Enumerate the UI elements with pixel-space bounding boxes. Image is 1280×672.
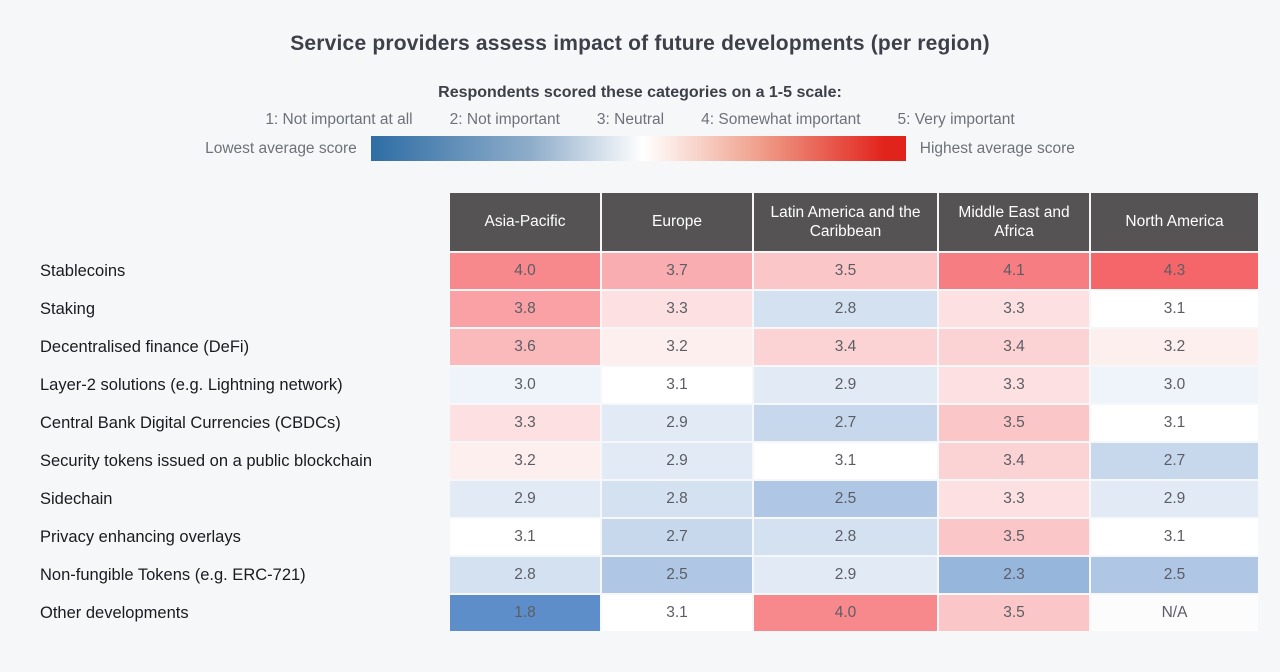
row-label: Sidechain	[40, 489, 113, 508]
column-header: Middle East and Africa	[939, 193, 1089, 251]
heatmap-cell: 4.0	[754, 595, 937, 631]
heatmap-cell: 3.1	[450, 519, 600, 555]
scale-label: 5: Very important	[897, 111, 1015, 128]
heatmap-cell: 3.2	[450, 443, 600, 479]
scale-label: 4: Somewhat important	[701, 111, 861, 128]
heatmap-cell: 3.2	[602, 329, 752, 365]
heatmap-cell: 3.5	[939, 519, 1089, 555]
heatmap-cell: 2.8	[754, 291, 937, 327]
heatmap-cell: 2.8	[754, 519, 937, 555]
heatmap-cell: 4.0	[450, 253, 600, 289]
heatmap-cell: 3.3	[602, 291, 752, 327]
heatmap-cell: 3.3	[450, 405, 600, 441]
heatmap-cell: 4.1	[939, 253, 1089, 289]
row-label: Other developments	[40, 603, 189, 622]
heatmap-cell: 2.7	[754, 405, 937, 441]
heatmap-cell: 3.5	[754, 253, 937, 289]
row-label: Decentralised finance (DeFi)	[40, 337, 250, 356]
row-label: Staking	[40, 299, 96, 318]
heatmap-cell: 2.9	[602, 405, 752, 441]
heatmap-cell: 3.1	[602, 595, 752, 631]
heatmap-cell: 4.3	[1091, 253, 1258, 289]
legend-subtitle: Respondents scored these categories on a…	[438, 84, 842, 101]
heatmap-cell: 2.5	[754, 481, 937, 517]
column-header: Asia-Pacific	[450, 193, 600, 251]
page-title: Service providers assess impact of futur…	[290, 32, 990, 55]
heatmap-cell: 3.5	[939, 595, 1089, 631]
heatmap-cell: 3.1	[602, 367, 752, 403]
heatmap-cell: 1.8	[450, 595, 600, 631]
gradient-legend: Lowest average score Highest average sco…	[0, 136, 1280, 161]
heatmap-cell: 3.0	[1091, 367, 1258, 403]
heatmap-cell: 2.9	[602, 443, 752, 479]
heatmap-cell: 3.1	[1091, 291, 1258, 327]
heatmap-cell: 2.5	[1091, 557, 1258, 593]
heatmap-cell: 3.2	[1091, 329, 1258, 365]
heatmap-cell: 3.4	[939, 329, 1089, 365]
heatmap-cell: 3.4	[939, 443, 1089, 479]
gradient-low-label: Lowest average score	[205, 139, 357, 157]
heatmap-cell: 2.9	[754, 557, 937, 593]
scale-label: 2: Not important	[449, 111, 560, 128]
heatmap-cell: 3.7	[602, 253, 752, 289]
row-label: Privacy enhancing overlays	[40, 527, 241, 546]
heatmap-cell: 3.3	[939, 481, 1089, 517]
heatmap-cell: 2.8	[450, 557, 600, 593]
gradient-high-label: Highest average score	[919, 139, 1075, 157]
column-header: Latin America and the Caribbean	[754, 193, 937, 251]
heatmap-cell: 3.4	[754, 329, 937, 365]
heatmap-cell: 2.5	[602, 557, 752, 593]
scale-label: 3: Neutral	[596, 111, 665, 128]
heatmap-cell: 2.9	[1091, 481, 1258, 517]
row-label: Central Bank Digital Currencies (CBDCs)	[40, 413, 341, 432]
heatmap-cell: 3.1	[754, 443, 937, 479]
column-header: North America	[1091, 193, 1258, 251]
column-header: Europe	[602, 193, 752, 251]
scale-label: 1: Not important at all	[265, 111, 413, 128]
heatmap-cell: 3.6	[450, 329, 600, 365]
row-label: Layer-2 solutions (e.g. Lightning networ…	[40, 375, 343, 394]
heatmap-cell: 2.3	[939, 557, 1089, 593]
row-label: Security tokens issued on a public block…	[40, 451, 373, 470]
heatmap-cell: 2.7	[1091, 443, 1258, 479]
heatmap-cell: N/A	[1091, 595, 1258, 631]
heatmap-cell: 2.9	[450, 481, 600, 517]
heatmap-cell: 3.3	[939, 367, 1089, 403]
heatmap-cell: 2.7	[602, 519, 752, 555]
corner-cell	[40, 193, 448, 251]
heatmap-cell: 3.5	[939, 405, 1089, 441]
heatmap-cell: 3.8	[450, 291, 600, 327]
row-label: Stablecoins	[40, 261, 126, 280]
heatmap-cell: 2.8	[602, 481, 752, 517]
scale-labels: 1: Not important at all 2: Not important 3…	[0, 111, 1280, 129]
heatmap-cell: 3.3	[939, 291, 1089, 327]
heatmap-cell: 3.1	[1091, 405, 1258, 441]
heatmap-cell: 3.0	[450, 367, 600, 403]
gradient-bar	[370, 136, 906, 161]
heatmap-cell: 2.9	[754, 367, 937, 403]
row-label: Non-fungible Tokens (e.g. ERC-721)	[40, 565, 306, 584]
heatmap-cell: 3.1	[1091, 519, 1258, 555]
heatmap-table: Asia-Pacific Europe Latin America and the …	[40, 193, 1258, 631]
